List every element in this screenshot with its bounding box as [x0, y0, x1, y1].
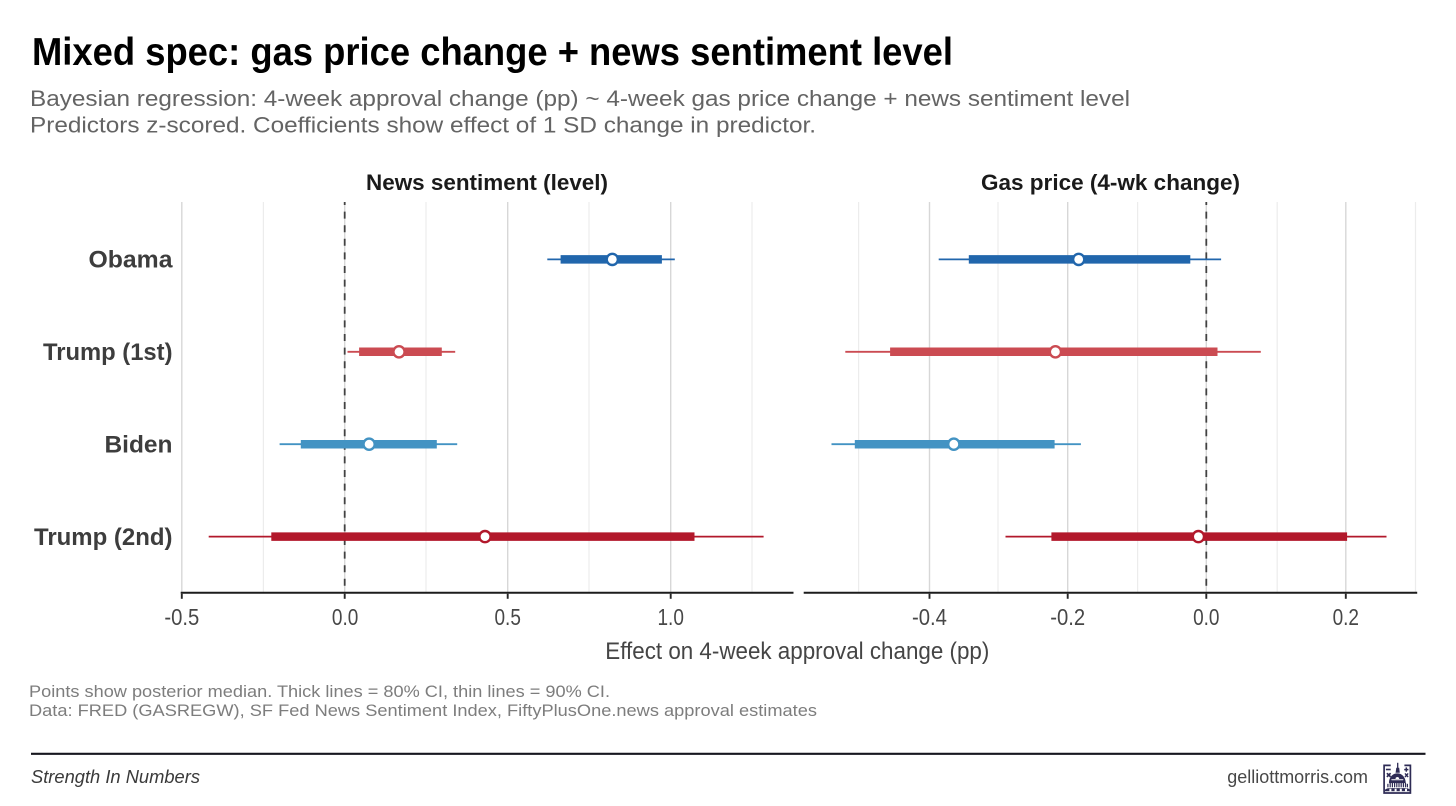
svg-text:Mixed spec: gas price change +: Mixed spec: gas price change + news sent…: [32, 31, 953, 74]
svg-text:0.5: 0.5: [495, 604, 521, 630]
svg-text:0.0: 0.0: [1193, 604, 1219, 630]
svg-text:0.0: 0.0: [332, 604, 358, 630]
svg-text:Trump (1st): Trump (1st): [43, 339, 173, 366]
svg-text:0.2: 0.2: [1333, 604, 1359, 630]
svg-text:Biden: Biden: [105, 431, 173, 458]
svg-text:gelliottmorris.com: gelliottmorris.com: [1227, 767, 1368, 787]
svg-text:-0.5: -0.5: [164, 604, 199, 630]
svg-text:-0.4: -0.4: [912, 604, 947, 630]
svg-text:Gas price (4-wk change): Gas price (4-wk change): [981, 170, 1240, 195]
svg-text:Bayesian regression: 4-week ap: Bayesian regression: 4-week approval cha…: [30, 86, 1130, 111]
svg-text:Trump (2nd): Trump (2nd): [34, 524, 173, 551]
svg-text:Strength In Numbers: Strength In Numbers: [31, 767, 200, 787]
svg-text:Data: FRED (GASREGW), SF Fed N: Data: FRED (GASREGW), SF Fed News Sentim…: [29, 702, 817, 720]
svg-text:Points show posterior median.: Points show posterior median. Thick line…: [29, 683, 610, 701]
svg-text:1.0: 1.0: [658, 604, 684, 630]
svg-text:Obama: Obama: [89, 247, 174, 274]
svg-text:Predictors z-scored. Coefficie: Predictors z-scored. Coefficients show e…: [30, 112, 816, 137]
svg-text:News sentiment (level): News sentiment (level): [366, 170, 608, 195]
svg-text:Effect on 4-week approval chan: Effect on 4-week approval change (pp): [605, 638, 989, 665]
svg-text:-0.2: -0.2: [1050, 604, 1085, 630]
